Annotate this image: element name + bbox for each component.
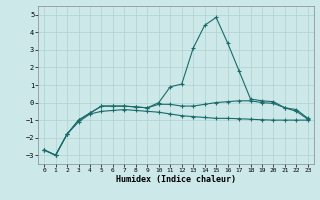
X-axis label: Humidex (Indice chaleur): Humidex (Indice chaleur): [116, 175, 236, 184]
